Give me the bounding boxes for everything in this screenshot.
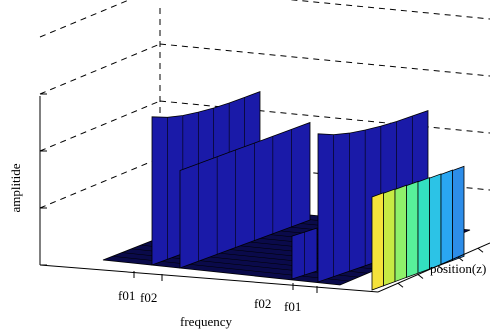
- x-axis-label: frequency: [180, 314, 232, 329]
- x-axis-line: [39, 264, 379, 293]
- front-edge-cell: [394, 184, 407, 283]
- y-tick: [417, 274, 424, 279]
- y-tick: [397, 282, 404, 288]
- surface-walls: [102, 91, 471, 291]
- y-tick: [437, 265, 444, 271]
- x-tick-label: f02: [254, 296, 271, 311]
- grid-line-back-3: [159, 43, 490, 77]
- grid-line-back-2: [159, 100, 490, 134]
- front-edge-cell: [452, 165, 465, 262]
- y-tick: [457, 256, 464, 262]
- axes: [39, 93, 490, 293]
- grid-line-left-4: [39, 0, 131, 38]
- front-edge-cell: [440, 169, 453, 266]
- z-axis-label: amplitide: [8, 163, 23, 212]
- x-tick-label: f01: [284, 299, 301, 314]
- y-axis-line: [377, 242, 490, 293]
- front-edge-cell: [429, 173, 442, 270]
- x-tick-label: f02: [140, 290, 157, 305]
- grid-line-back-4: [288, 0, 490, 20]
- front-edge-cell: [417, 177, 430, 274]
- front-edge-cell: [406, 180, 419, 278]
- grid-line-left-3: [39, 43, 161, 95]
- axis-labels: amplitide frequency position(z) f01 f02 f0…: [8, 163, 486, 329]
- grid-line-left-1: [39, 157, 161, 209]
- front-edge-cell: [371, 192, 384, 291]
- x-tick-label: f01: [118, 288, 135, 303]
- grid-line-left-2: [39, 100, 161, 152]
- front-edge-cell: [383, 188, 396, 287]
- y-axis-label: position(z): [430, 261, 486, 276]
- y-tick: [477, 247, 484, 253]
